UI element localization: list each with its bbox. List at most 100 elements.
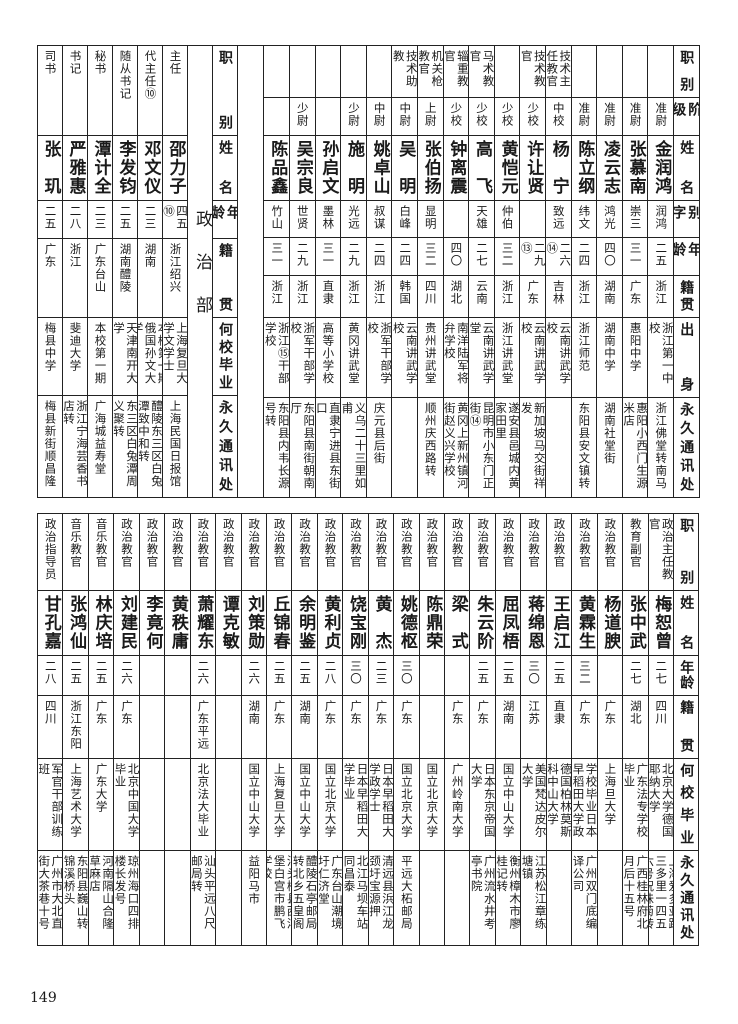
age-cell: 二七 xyxy=(647,655,674,696)
alias: 润鸿 xyxy=(654,205,669,230)
school-cell: 广东法专学校毕业 xyxy=(622,758,649,851)
header-address: 永久通讯处 xyxy=(678,855,695,940)
address-cell: 梅县新街顺昌隆 xyxy=(37,395,63,498)
role-cell xyxy=(340,45,367,98)
address-cell: 北江马坝车站同昌泰 xyxy=(342,850,369,946)
alias-cell: 叔谋 xyxy=(365,200,393,238)
age-cell: 三〇 xyxy=(342,655,369,696)
department-label: 政治部 xyxy=(192,210,212,339)
native-cell: 湖南 xyxy=(137,238,163,318)
age-cell: 三二 xyxy=(417,237,444,276)
school-cell: 德国柏林莫斯科中山大学 xyxy=(545,758,573,851)
header-alias-cell: 别字 xyxy=(673,200,700,238)
school-cell xyxy=(215,758,242,851)
age: 二四 xyxy=(398,242,413,267)
native: 湖南 xyxy=(298,700,313,725)
age: 三一 xyxy=(321,242,336,267)
person-name: 杨宁 xyxy=(548,140,569,195)
role-cell: 政治教官 xyxy=(444,513,471,591)
native-cell: 直隶 xyxy=(314,275,342,318)
politics-header-address-cell: 永久通讯处 xyxy=(212,395,238,498)
native-cell xyxy=(418,695,446,759)
person-name: 梁式 xyxy=(447,595,468,650)
rank: 少校 xyxy=(449,102,464,127)
address: 衡州樟木市廖桂记转 xyxy=(495,855,522,930)
address-cell: 益阳马市 xyxy=(240,850,267,946)
age-cell: 三〇 xyxy=(520,655,547,696)
background-cell: 云南讲武学校 xyxy=(545,317,572,398)
alias: 纬文 xyxy=(577,205,592,230)
rank-cell: 上尉 xyxy=(417,97,444,136)
person-name: 姚德枢 xyxy=(396,595,417,650)
role-cell: 政治教官 xyxy=(316,513,344,591)
address: 琼州海口四排楼长发号 xyxy=(113,855,140,930)
address: 汕头平远八尺邮局转 xyxy=(189,855,217,930)
address: 顺州庆西路转 xyxy=(423,402,438,477)
age-cell: 二六 xyxy=(240,655,267,696)
rank: 中校 xyxy=(551,102,566,127)
school-cell: 上海旦大学 xyxy=(596,758,624,851)
age-cell: 二四 xyxy=(365,237,393,276)
background: 浙江⑮干部学校 xyxy=(263,322,290,385)
address: 新加坡马交街祥发 xyxy=(519,402,546,490)
role-cell: 政治教官 xyxy=(367,513,395,591)
header-role-cell: 职别 xyxy=(673,513,700,591)
native-cell: 广东 xyxy=(469,695,496,759)
person-name-cell: 王启江 xyxy=(545,590,573,656)
background: 云南讲武学堂 xyxy=(468,322,495,385)
native-cell: 直隶 xyxy=(545,695,573,759)
native: 湖南 xyxy=(143,243,158,268)
address: 醴陵石亭邮局转北乡五皇阁 xyxy=(291,855,318,930)
background: 贵州讲武堂 xyxy=(423,322,438,385)
native-cell: 湖北 xyxy=(442,275,470,318)
header-name-cell: 姓名 xyxy=(673,590,700,656)
native: 湖南 xyxy=(501,700,516,725)
native-cell: 江苏 xyxy=(520,695,547,759)
school: 广东法专学校毕业 xyxy=(622,763,649,838)
address-cell: 昆明市小东门正街⑭ xyxy=(468,397,495,498)
native: 浙江 xyxy=(577,280,592,305)
age: 二六 xyxy=(196,660,211,685)
person-name: 李发钧 xyxy=(115,140,136,195)
address: 直隶宁进县东街口 xyxy=(314,402,342,490)
age-cell xyxy=(215,655,242,696)
alias-cell: 纬文 xyxy=(570,200,598,238)
role: 书记 xyxy=(68,50,83,75)
address-cell: 东三区白兔潭周义聚转 xyxy=(112,395,138,498)
person-name: 林庆培 xyxy=(91,595,112,650)
rank: 准尉 xyxy=(654,102,669,127)
age-cell xyxy=(164,655,191,696)
native: 广东 xyxy=(272,700,287,725)
native-cell: 四川 xyxy=(417,275,444,318)
native-cell: 浙江 xyxy=(289,275,316,318)
school-cell xyxy=(138,758,166,851)
native: 浙江绍兴 xyxy=(168,243,183,293)
person-name: 黄恺元 xyxy=(497,140,518,195)
native-cell: 广东 xyxy=(316,695,344,759)
address-cell xyxy=(215,850,242,946)
person-name: 杨道腴 xyxy=(600,595,621,650)
age: 二五 xyxy=(43,205,58,230)
rank-cell: 准尉 xyxy=(647,97,674,136)
school-cell: 军官干部训练班 xyxy=(37,758,64,851)
person-name: 黄杰 xyxy=(371,595,392,650)
role-cell: 政治教官 xyxy=(164,513,191,591)
role: 政治教官 xyxy=(120,518,135,568)
role-cell: 政治教官 xyxy=(545,513,573,591)
person-name: 蒋绵恩 xyxy=(524,595,545,650)
address: 浙江佛堂转南马 xyxy=(654,402,669,490)
age: 二七 xyxy=(654,660,669,685)
age-cell: 二五 xyxy=(545,655,573,696)
rank: 少尉 xyxy=(295,102,310,127)
person-name: 朱云阶 xyxy=(473,595,494,650)
address: 河南隔山合隆草麻店 xyxy=(88,855,115,930)
person-name: 邓文仪 xyxy=(140,140,161,195)
role: 司书 xyxy=(43,50,58,75)
age-cell: 二五 xyxy=(37,200,63,239)
age-cell: 二九⑬ xyxy=(519,237,546,276)
address-cell: 庆元县后街 xyxy=(365,397,393,498)
native-cell: 浙江东阳 xyxy=(62,695,89,759)
age: 二六 xyxy=(120,660,135,685)
age: 二五 xyxy=(501,660,516,685)
native: 四川 xyxy=(654,700,669,725)
